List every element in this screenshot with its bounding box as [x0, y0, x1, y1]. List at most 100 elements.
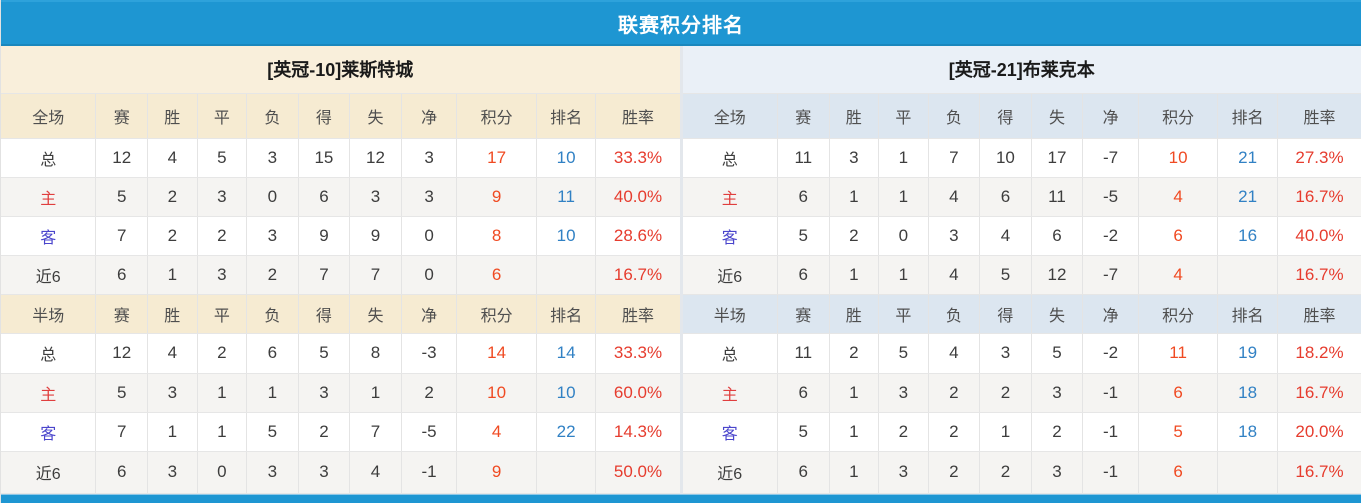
stat-cell: 7: [928, 138, 981, 178]
stat-cell: 5: [878, 333, 929, 374]
column-header: 净: [1082, 294, 1139, 335]
rank-cell: [1217, 255, 1278, 296]
column-header: 失: [349, 294, 402, 335]
column-header: 失: [1031, 294, 1084, 335]
stat-cell: 6: [777, 255, 830, 296]
stat-cell: 11: [777, 138, 830, 178]
rank-cell: 21: [1217, 177, 1278, 217]
column-header: 平: [197, 294, 248, 335]
stat-cell: 2: [246, 255, 299, 296]
stat-cell: 10: [979, 138, 1032, 178]
stat-cell: 11: [777, 333, 830, 374]
home-team-section: [英冠-10]莱斯特城 全场赛胜平负得失净积分 排名 胜率总 12 4 5 3 15 12 3 17…: [1, 46, 680, 495]
team-stats-body: 全场赛胜平负得失净积分 排名 胜率总 12 4 5 3 15 12 3 17 10 33.3% 主 5 2 3 0…: [1, 93, 680, 495]
stat-cell: 3: [147, 373, 198, 413]
row-label: 主: [1, 373, 97, 413]
row-label: 主: [1, 177, 97, 217]
column-header: 排名: [536, 93, 597, 139]
stat-cell: 7: [349, 412, 402, 452]
stat-cell: 6: [95, 451, 149, 495]
stat-row-half-away: 客 5 1 2 2 1 2 -1 5 18 20.0%: [682, 412, 1361, 452]
stat-cell: 1: [829, 412, 880, 452]
stat-cell: 2: [878, 412, 929, 452]
stat-cell: 6: [979, 177, 1032, 217]
column-header: 半场: [682, 294, 778, 335]
rank-cell: 10: [536, 138, 597, 178]
stat-cell: 3: [349, 177, 402, 217]
stat-cell: 2: [829, 333, 880, 374]
stat-row-half-recent: 近6 6 3 0 3 3 4 -1 9 50.0%: [1, 451, 680, 495]
winrate-cell: 16.7%: [1277, 255, 1361, 296]
points-cell: 6: [1138, 373, 1219, 413]
row-label: 总: [682, 138, 778, 178]
stat-cell: 4: [147, 333, 198, 374]
column-header: 负: [928, 93, 981, 139]
team-table-home: [英冠-10]莱斯特城 全场赛胜平负得失净积分 排名 胜率总 12 4 5 3 15 12 3 17…: [1, 46, 680, 495]
stat-cell: 4: [928, 255, 981, 296]
stat-cell: 5: [777, 412, 830, 452]
stat-row-half-home: 主 5 3 1 1 3 1 2 10 10 60.0%: [1, 373, 680, 413]
stat-cell: 12: [95, 333, 149, 374]
column-header: 负: [246, 93, 299, 139]
stat-cell: 4: [979, 216, 1032, 257]
team-table-away: [英冠-21]布莱克本 全场赛胜平负得失净积分 排名 胜率总 11 3 1 7 10 17 -7 1…: [682, 46, 1361, 495]
stat-cell: 2: [928, 412, 981, 452]
winrate-cell: 40.0%: [595, 177, 680, 217]
column-header: 积分: [456, 294, 537, 335]
column-header: 胜: [147, 93, 198, 139]
winrate-cell: 27.3%: [1277, 138, 1361, 178]
column-header: 赛: [95, 93, 149, 139]
stat-cell: 8: [349, 333, 402, 374]
stat-cell: 5: [95, 177, 149, 217]
stat-cell: 2: [1031, 412, 1084, 452]
rank-cell: 22: [536, 412, 597, 452]
points-cell: 10: [456, 373, 537, 413]
row-label: 近6: [1, 255, 97, 296]
stat-cell: -1: [1082, 373, 1139, 413]
points-cell: 6: [1138, 216, 1219, 257]
stat-cell: -2: [1082, 216, 1139, 257]
stat-cell: 2: [147, 177, 198, 217]
row-label: 客: [1, 412, 97, 452]
stat-cell: 3: [401, 138, 458, 178]
points-cell: 9: [456, 451, 537, 495]
stat-cell: -5: [401, 412, 458, 452]
stat-cell: 1: [878, 138, 929, 178]
winrate-cell: 14.3%: [595, 412, 680, 452]
column-header: 失: [349, 93, 402, 139]
column-header: 净: [401, 93, 458, 139]
column-header: 半场: [1, 294, 97, 335]
stat-cell: 2: [147, 216, 198, 257]
rank-cell: 16: [1217, 216, 1278, 257]
stat-cell: 5: [246, 412, 299, 452]
rank-cell: 18: [1217, 373, 1278, 413]
stat-cell: -2: [1082, 333, 1139, 374]
points-cell: 11: [1138, 333, 1219, 374]
stat-cell: 17: [1031, 138, 1084, 178]
stat-cell: 12: [1031, 255, 1084, 296]
stat-cell: 0: [197, 451, 248, 495]
row-label: 主: [682, 177, 778, 217]
stat-cell: 1: [829, 177, 880, 217]
column-header: 胜: [829, 294, 880, 335]
stat-cell: 9: [349, 216, 402, 257]
stat-cell: 3: [1031, 373, 1084, 413]
stat-cell: 7: [298, 255, 351, 296]
stat-cell: 6: [95, 255, 149, 296]
winrate-cell: 33.3%: [595, 333, 680, 374]
row-label: 近6: [682, 451, 778, 495]
stat-cell: -5: [1082, 177, 1139, 217]
column-header: 赛: [95, 294, 149, 335]
column-header: 失: [1031, 93, 1084, 139]
stat-cell: -1: [1082, 412, 1139, 452]
stat-cell: 2: [928, 373, 981, 413]
stat-cell: 3: [246, 451, 299, 495]
stat-cell: 5: [777, 216, 830, 257]
panel-title-bar: 联赛积分排名: [1, 0, 1361, 46]
stat-row-half-total: 总 12 4 2 6 5 8 -3 14 14 33.3%: [1, 333, 680, 374]
team-stats-body: 全场赛胜平负得失净积分 排名 胜率总 11 3 1 7 10 17 -7 10 21 27.3% 主 6 1 1…: [682, 93, 1361, 495]
points-cell: 14: [456, 333, 537, 374]
stat-cell: 3: [147, 451, 198, 495]
stat-cell: 3: [829, 138, 880, 178]
stat-cell: 6: [777, 177, 830, 217]
